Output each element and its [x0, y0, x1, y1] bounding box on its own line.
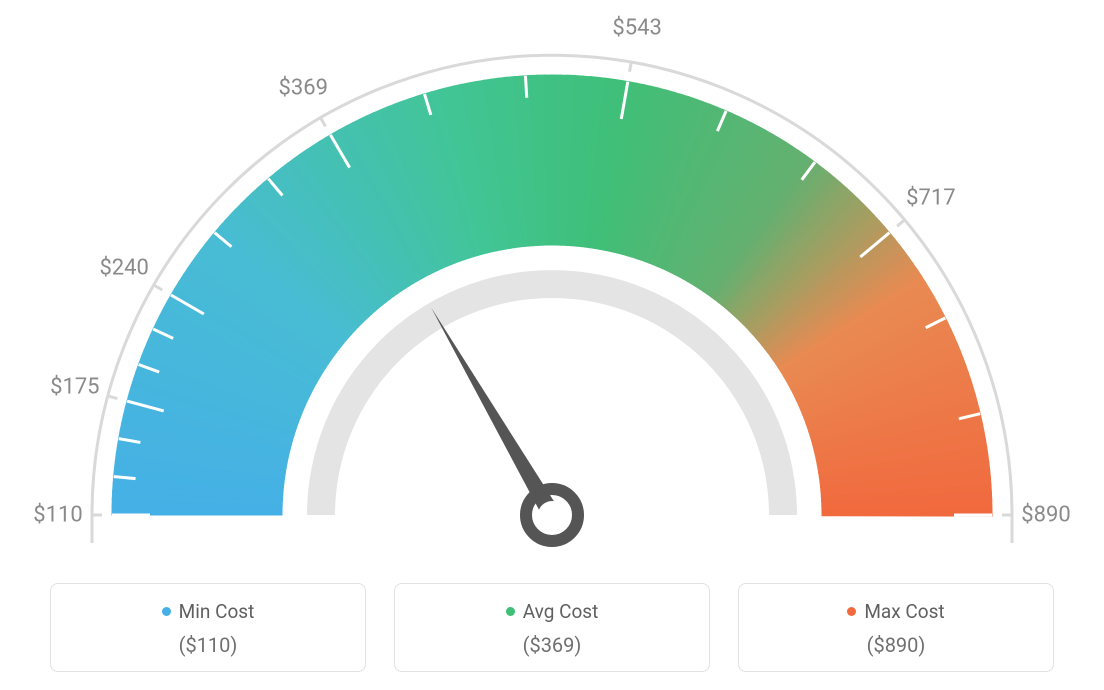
- legend-row: Min Cost ($110) Avg Cost ($369) Max Cost…: [50, 583, 1054, 672]
- gauge-tick-label: $543: [612, 16, 661, 41]
- gauge-tick-label: $890: [1021, 503, 1070, 528]
- legend-label-max: Max Cost: [864, 600, 944, 623]
- gauge-svg: [0, 0, 1104, 560]
- gauge-tick-label: $369: [279, 76, 328, 101]
- legend-dot-min: [162, 607, 171, 616]
- gauge-tick-label: $175: [50, 375, 99, 400]
- legend-card-max: Max Cost ($890): [738, 583, 1054, 672]
- legend-value-min: ($110): [71, 633, 345, 657]
- legend-card-min: Min Cost ($110): [50, 583, 366, 672]
- gauge-tick-label: $110: [33, 503, 82, 528]
- legend-dot-avg: [506, 607, 515, 616]
- legend-label-avg: Avg Cost: [523, 600, 599, 623]
- legend-title-min: Min Cost: [162, 600, 255, 623]
- legend-value-max: ($890): [759, 633, 1033, 657]
- gauge-tick-label: $240: [99, 256, 148, 281]
- legend-label-min: Min Cost: [179, 600, 255, 623]
- legend-card-avg: Avg Cost ($369): [394, 583, 710, 672]
- legend-dot-max: [847, 607, 856, 616]
- legend-title-avg: Avg Cost: [506, 600, 599, 623]
- legend-value-avg: ($369): [415, 633, 689, 657]
- gauge-tick-label: $717: [906, 185, 955, 210]
- gauge-chart: $110 $175 $240 $369 $543 $717 $890: [0, 0, 1104, 560]
- legend-title-max: Max Cost: [847, 600, 944, 623]
